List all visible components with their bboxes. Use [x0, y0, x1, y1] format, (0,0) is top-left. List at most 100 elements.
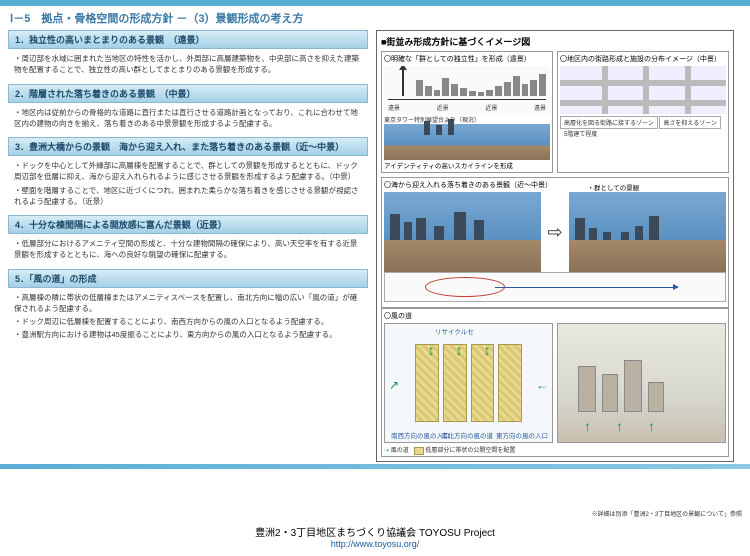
- bldg: [436, 125, 442, 135]
- axis-label: 近景: [437, 103, 449, 112]
- skyline-bar: [495, 86, 502, 96]
- section-heading: 5．「風の道」の形成: [8, 269, 368, 288]
- page-title: Ⅰ－5 拠点・骨格空間の形成方針 －（3）景観形成の考え方: [0, 6, 750, 28]
- legend-item: 高層化を図る街路に接するゾーン: [560, 116, 658, 129]
- legend-item: 風の道: [391, 448, 409, 454]
- section-body: 高層棟の隣に帯状の低層棟またはアメニティスペースを配置し、南北方向に幅の広い「風…: [8, 292, 368, 341]
- footer-note: ※詳細は別添「豊洲2・3丁目地区の景観について」参照: [592, 509, 743, 518]
- bldg: [448, 119, 454, 135]
- wind-arrow-icon: ↑: [648, 418, 655, 434]
- bullet-text: 周辺部を水域に囲まれた当地区の特性を活かし、外周部に高層建築物を、中央部に高さを…: [14, 53, 362, 76]
- panel-row-top: 〇明確な「群としての独立性」を形成（遠景） 遠景 近景 近景 遠景 東京タワー特…: [381, 51, 729, 173]
- skyline-bar: [469, 91, 476, 96]
- road-vertical: [685, 66, 691, 114]
- road-horizontal: [560, 100, 726, 106]
- wind-arrow-icon: ↑: [584, 418, 591, 434]
- skyline-bar: [442, 78, 449, 96]
- panel-a-title: 〇明確な「群としての独立性」を形成（遠景）: [384, 54, 550, 64]
- road-vertical: [602, 66, 608, 114]
- seaview-after: [569, 192, 726, 272]
- skyline-bar: [486, 90, 493, 96]
- section: 4．十分な棟間隔による開放感に富んだ景観（近景）低層部分におけるアメニティ空間の…: [8, 215, 368, 261]
- bldg: [649, 216, 659, 240]
- arrow-right-icon: ⇨: [543, 222, 567, 243]
- bldg: [621, 232, 629, 240]
- caption-text: 豊洲2・3丁目地区まちづくり協議会 TOYOSU Project: [0, 524, 750, 539]
- legend-right: 5階建て程度: [564, 132, 597, 138]
- section-body: 低層部分におけるアメニティ空間の形成と、十分な建物間隔の確保により、高い天空率を…: [8, 238, 368, 261]
- seaview-photo-row: ⇨: [384, 192, 726, 272]
- wind-label: 東方向の風の入口: [496, 430, 548, 440]
- panel-wind: 〇風の道 リサイクルセ ↕ ↕ ↕ ↗ ←: [381, 308, 729, 457]
- skyline-bar: [460, 88, 467, 96]
- bldg: [434, 226, 444, 240]
- road-horizontal: [560, 80, 726, 86]
- left-column: 1．独立性の高いまとまりのある景観 （遠景） 周辺部を水域に囲まれた当地区の特性を…: [8, 30, 368, 462]
- legend-item: 低層部分に帯状の公開空間を配置: [425, 448, 515, 454]
- seaview-before: [384, 192, 541, 272]
- panel-b-title: 〇地区内の街路形成と施設の分布イメージ（中景）: [560, 54, 726, 64]
- lens-line-icon: [495, 287, 675, 288]
- section-body: 地区内は従前からの骨格的な道路に直行または直行させる道路計画となっており、これに…: [8, 107, 368, 130]
- panel-b-legend: 高層化を図る街路に接するゾーン 高さを抑えるゾーン 5階建て程度: [560, 116, 726, 138]
- skyline-bar: [504, 82, 511, 96]
- section-heading: 1．独立性の高いまとまりのある景観 （遠景）: [8, 30, 368, 49]
- bldg: [390, 214, 400, 240]
- persp-bldg: [624, 360, 642, 412]
- wind-arrow-icon: ↕: [451, 342, 467, 358]
- axis-label: 近景: [485, 103, 497, 112]
- bldg: [424, 121, 430, 135]
- bldg: [474, 220, 484, 240]
- bullet-text: 高層棟の隣に帯状の低層棟またはアメニティスペースを配置し、南北方向に幅の広い「風…: [14, 292, 362, 315]
- roads-diagram: [560, 66, 726, 114]
- skyline-bar: [434, 90, 441, 96]
- bullet-text: 低層部分におけるアメニティ空間の形成と、十分な建物間隔の確保により、高い天空率を…: [14, 238, 362, 261]
- section-heading: 2．階層された落ち着きのある景観 （中景）: [8, 84, 368, 103]
- annot-line: ・群としての景観: [588, 182, 725, 192]
- skyline-bar: [478, 92, 485, 96]
- footer-bar: [0, 464, 750, 469]
- caption-link[interactable]: http://www.toyosu.org/: [331, 539, 420, 549]
- document-page: Ⅰ－5 拠点・骨格空間の形成方針 －（3）景観形成の考え方 1．独立性の高いまと…: [0, 0, 750, 520]
- skyline-bar: [522, 84, 529, 96]
- wind-arrow-icon: ↕: [479, 342, 495, 358]
- bldg: [404, 222, 412, 240]
- panel-skyline: 〇明確な「群としての独立性」を形成（遠景） 遠景 近景 近景 遠景 東京タワー特…: [381, 51, 553, 173]
- section: 2．階層された落ち着きのある景観 （中景） 地区内は従前からの骨格的な道路に直行ま…: [8, 84, 368, 130]
- lens-ellipse-icon: [425, 277, 505, 297]
- persp-bldg: [602, 374, 618, 412]
- section-heading: 3．豊洲大橋からの景観 海から迎え入れ、また落ち着きのある景観（近～中景）: [8, 137, 368, 156]
- section-body: ドックを中心として外縁部に高層棟を配置することで、群としての景観を形成するととも…: [8, 160, 368, 207]
- legend-item: 高さを抑えるゾーン: [659, 116, 721, 129]
- bullet-text: ドックを中心として外縁部に高層棟を配置することで、群としての景観を形成するととも…: [14, 160, 362, 183]
- page-caption: 豊洲2・3丁目地区まちづくり協議会 TOYOSU Project http://…: [0, 520, 750, 550]
- skyline-axis-labels: 遠景 近景 近景 遠景: [388, 103, 546, 112]
- skyline-bar: [539, 74, 546, 96]
- section: 3．豊洲大橋からの景観 海から迎え入れ、また落ち着きのある景観（近～中景） ドック…: [8, 137, 368, 207]
- wind-arrow-icon: ←: [536, 378, 548, 388]
- panel-a-annotation: アイデンティティの高いスカイラインを形成: [384, 160, 550, 170]
- skyline-chart: 遠景 近景 近景 遠景: [384, 66, 550, 114]
- bullet-text: ドック周辺に低層棟を配置することにより、南西方向からの風の入口となるよう配慮する…: [14, 316, 362, 327]
- skyline-bar: [425, 86, 432, 96]
- section-body: 周辺部を水域に囲まれた当地区の特性を活かし、外周部に高層建築物を、中央部に高さを…: [8, 53, 368, 76]
- panel-seaview: 〇海から迎え入れる落ち着きのある景観（近～中景） ・群としての景観 ・ドックを中…: [381, 177, 729, 308]
- wind-map: リサイクルセ ↕ ↕ ↕ ↗ ← 南西方向の風の入口 南北方: [384, 323, 553, 443]
- panel-a-photo: [384, 124, 550, 160]
- section: 5．「風の道」の形成高層棟の隣に帯状の低層棟またはアメニティスペースを配置し、南…: [8, 269, 368, 341]
- right-col-title: ■街並み形成方針に基づくイメージ図: [381, 35, 729, 48]
- road-vertical: [643, 66, 649, 114]
- panel-d-legend: ⇢ 風の道 低層部分に帯状の公開空間を配置: [384, 445, 726, 454]
- skyline-bar: [530, 80, 537, 96]
- wind-perspective: ↑ ↑ ↑: [557, 323, 726, 443]
- wind-block: [498, 344, 522, 422]
- axis-label: 遠景: [388, 103, 400, 112]
- skyline-axis: [388, 99, 546, 100]
- skyline-bar: [451, 84, 458, 96]
- wind-arrow-icon: ↑: [616, 418, 623, 434]
- bldg: [454, 212, 466, 240]
- wind-label: リサイクルセ: [435, 326, 474, 336]
- bldg: [635, 226, 643, 240]
- panel-d-title: 〇風の道: [384, 311, 726, 321]
- lens-diagram: [384, 272, 726, 302]
